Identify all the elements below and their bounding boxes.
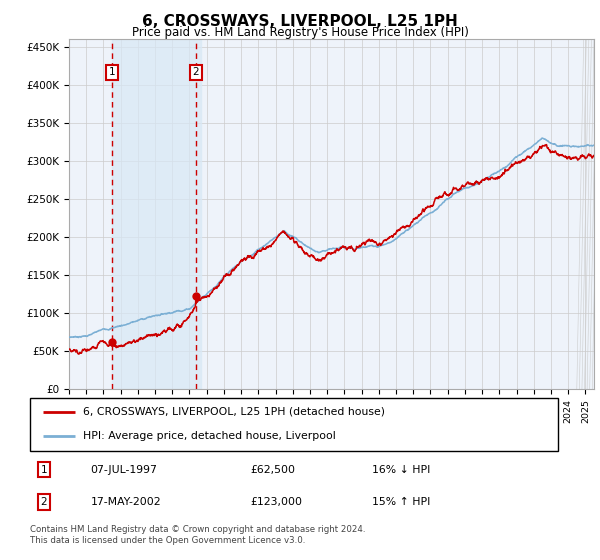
Text: 6, CROSSWAYS, LIVERPOOL, L25 1PH (detached house): 6, CROSSWAYS, LIVERPOOL, L25 1PH (detach… bbox=[83, 407, 385, 417]
Text: 1: 1 bbox=[40, 465, 47, 475]
Text: 1: 1 bbox=[109, 67, 116, 77]
FancyBboxPatch shape bbox=[30, 398, 558, 451]
Text: 15% ↑ HPI: 15% ↑ HPI bbox=[372, 497, 431, 507]
Text: 07-JUL-1997: 07-JUL-1997 bbox=[91, 465, 158, 475]
Text: 16% ↓ HPI: 16% ↓ HPI bbox=[372, 465, 431, 475]
Text: Price paid vs. HM Land Registry's House Price Index (HPI): Price paid vs. HM Land Registry's House … bbox=[131, 26, 469, 39]
Bar bbox=[112, 39, 201, 389]
Text: £62,500: £62,500 bbox=[251, 465, 296, 475]
Text: 2: 2 bbox=[193, 67, 199, 77]
Bar bbox=[577, 39, 594, 389]
Text: HPI: Average price, detached house, Liverpool: HPI: Average price, detached house, Live… bbox=[83, 431, 335, 441]
Text: 6, CROSSWAYS, LIVERPOOL, L25 1PH: 6, CROSSWAYS, LIVERPOOL, L25 1PH bbox=[142, 14, 458, 29]
Text: £123,000: £123,000 bbox=[251, 497, 303, 507]
Text: Contains HM Land Registry data © Crown copyright and database right 2024.
This d: Contains HM Land Registry data © Crown c… bbox=[30, 525, 365, 545]
Text: 2: 2 bbox=[40, 497, 47, 507]
Text: 17-MAY-2002: 17-MAY-2002 bbox=[91, 497, 161, 507]
